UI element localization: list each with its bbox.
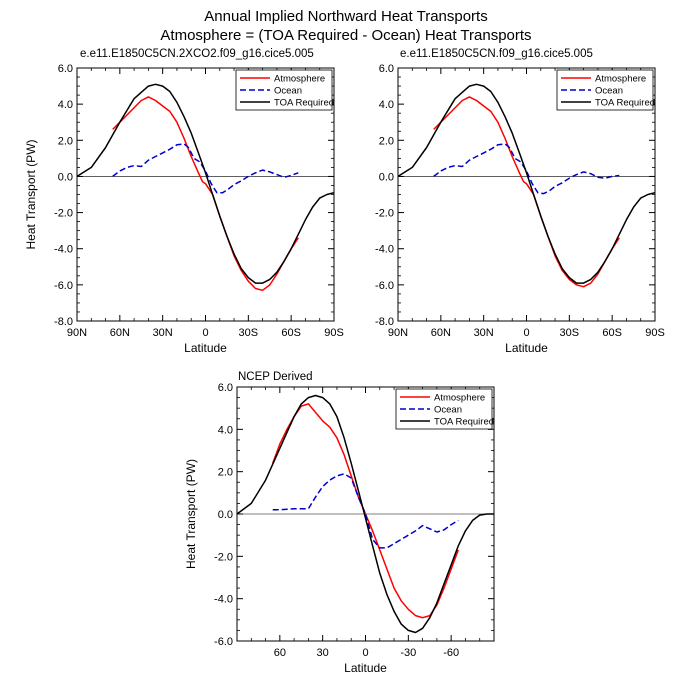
x-tick-label: 30	[317, 647, 329, 659]
y-tick-label: 2.0	[379, 135, 394, 147]
x-tick-label: 0	[362, 647, 368, 659]
series-line-atmosphere	[271, 403, 460, 619]
x-tick-label: -60	[443, 647, 459, 659]
series-line-atmosphere	[433, 96, 620, 288]
y-tick-label: 0.0	[218, 509, 233, 521]
y-tick-label: -6.0	[375, 280, 394, 292]
x-tick-label: 30N	[153, 327, 173, 339]
y-tick-label: -2.0	[375, 208, 394, 220]
y-tick-label: -6.0	[54, 280, 73, 292]
series-line-ocean	[272, 473, 459, 549]
y-tick-label: 0.0	[379, 171, 394, 183]
x-tick-label: 60N	[110, 327, 130, 339]
panel-title: e.e11.E1850C5CN.f09_g16.cice5.005	[400, 48, 593, 60]
legend-label: Ocean	[595, 86, 623, 97]
series-line-toa-required	[236, 394, 494, 634]
x-tick-label: 60S	[281, 327, 301, 339]
y-tick-label: -2.0	[54, 208, 73, 220]
x-tick-label: 30N	[474, 327, 494, 339]
series-line-toa-required	[397, 83, 656, 284]
x-axis-label: Latitude	[344, 661, 387, 675]
series-line-atmosphere	[112, 96, 299, 292]
panel-title: NCEP Derived	[238, 371, 313, 383]
legend-label: Ocean	[274, 86, 302, 97]
y-tick-label: 4.0	[218, 424, 233, 436]
y-tick-label: -8.0	[375, 316, 394, 328]
legend-label: TOA Required	[434, 417, 494, 428]
x-tick-label: 0	[523, 327, 529, 339]
y-tick-label: -6.0	[214, 636, 233, 648]
x-axis-label: Latitude	[184, 341, 227, 355]
chart-panel-bottom: NCEP Derived -6.0 -4.0 -2.0 0.0 2.0 4.0 6.0 60 3…	[184, 371, 495, 675]
y-tick-label: 4.0	[58, 99, 73, 111]
x-tick-label: 60	[274, 647, 286, 659]
x-tick-label: 90N	[67, 327, 87, 339]
series-line-ocean	[112, 143, 299, 194]
x-tick-label: -30	[400, 647, 416, 659]
x-tick-label: 90S	[324, 327, 344, 339]
legend-label: TOA Required	[274, 98, 334, 109]
y-tick-label: 0.0	[58, 171, 73, 183]
y-tick-label: -4.0	[375, 244, 394, 256]
x-tick-label: 60N	[431, 327, 451, 339]
y-axis-label: Heat Transport (PW)	[184, 459, 198, 569]
y-tick-label: 2.0	[58, 135, 73, 147]
y-tick-label: 4.0	[379, 99, 394, 111]
x-tick-label: 90N	[388, 327, 408, 339]
legend-label: TOA Required	[595, 98, 655, 109]
legend-label: Atmosphere	[274, 74, 325, 85]
x-axis-label: Latitude	[505, 341, 548, 355]
y-tick-label: -4.0	[54, 244, 73, 256]
y-tick-label: -2.0	[214, 551, 233, 563]
figure-subtitle: Atmosphere = (TOA Required - Ocean) Heat…	[160, 27, 531, 44]
series-line-toa-required	[76, 83, 335, 284]
legend-label: Atmosphere	[595, 74, 646, 85]
legend-label: Atmosphere	[434, 393, 485, 404]
y-tick-label: 6.0	[58, 63, 73, 75]
y-tick-label: -8.0	[54, 316, 73, 328]
x-tick-label: 60S	[602, 327, 622, 339]
x-tick-label: 30S	[560, 327, 580, 339]
y-tick-label: 2.0	[218, 467, 233, 479]
panel-title: e.e11.E1850C5CN.2XCO2.f09_g16.cice5.005	[80, 48, 314, 60]
y-axis-label: Heat Transport (PW)	[24, 139, 38, 249]
y-tick-label: -4.0	[214, 594, 233, 606]
y-tick-label: 6.0	[379, 63, 394, 75]
series-line-ocean	[433, 143, 620, 195]
y-tick-label: 6.0	[218, 382, 233, 394]
x-tick-label: 90S	[645, 327, 665, 339]
x-tick-label: 0	[202, 327, 208, 339]
legend-label: Ocean	[434, 405, 462, 416]
chart-panel-top-left: e.e11.E1850C5CN.2XCO2.f09_g16.cice5.005 …	[24, 48, 344, 355]
chart-panel-top-right: e.e11.E1850C5CN.f09_g16.cice5.005 -8.0 -6…	[375, 48, 665, 355]
figure-title: Annual Implied Northward Heat Transports	[204, 8, 487, 25]
x-tick-label: 30S	[239, 327, 259, 339]
